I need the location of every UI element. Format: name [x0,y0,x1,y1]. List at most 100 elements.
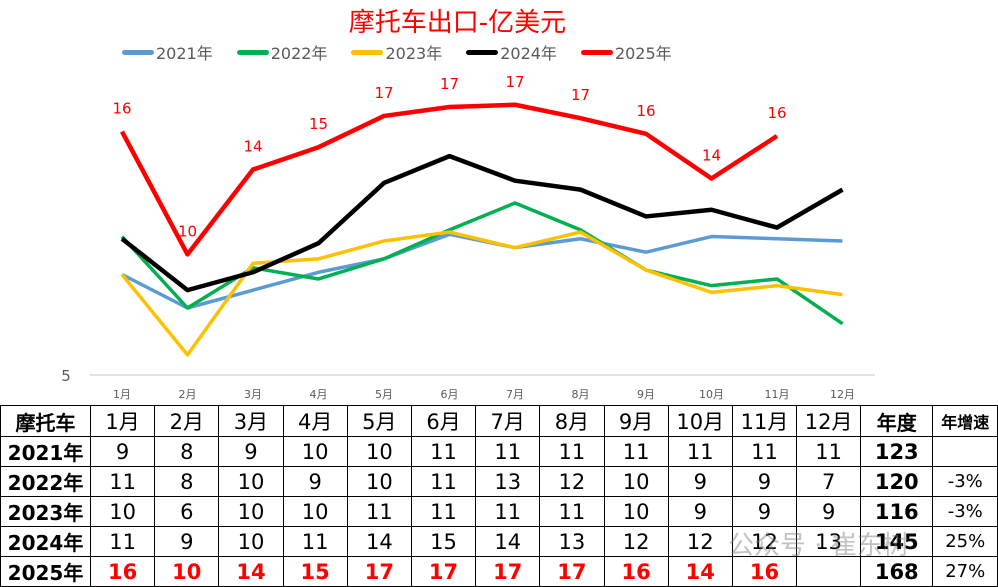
growth-cell [932,436,998,467]
table-cell: 12 [667,526,733,557]
table-cell: 9 [89,436,156,467]
row-header: 2024年 [0,526,91,557]
table-row: 2024年 11 9 10 11 14 15 14 13 12 12 12 13 145 25% [0,526,998,557]
table-cell: 9 [796,496,862,527]
table-cell: 16 [731,556,798,587]
data-label: 16 [767,104,786,122]
x-tick-label: 6月 [441,388,459,401]
table-cell: 10 [154,556,220,587]
legend-swatch [580,49,613,55]
series-line-2025年 [120,102,779,257]
x-tick-label: 8月 [572,388,590,401]
table-cell: 14 [667,556,733,587]
table-cell: 11 [475,436,541,467]
table-cell: 10 [218,466,284,497]
growth-cell: 25% [932,526,998,557]
table-cell: 11 [89,526,156,557]
column-header: 5月 [346,405,412,437]
legend: 2021年 2022年 2023年 2024年 2025年 [122,40,696,64]
data-table: 摩托车 1月 2月 3月 4月 5月 6月 7月 8月 9月 10月 11月 12月 年度 年增速 2021年… [0,405,998,587]
table-cell: 17 [475,556,541,587]
series-line-2024年 [120,153,844,293]
column-header: 11月 [731,405,798,437]
table-cell: 11 [539,436,605,467]
x-tick-label: 12月 [830,388,855,401]
y-tick-label: 5 [61,367,71,385]
table-cell: 10 [218,496,284,527]
data-label: 17 [505,73,524,91]
series-line-2022年 [120,201,844,326]
column-header: 4月 [282,405,348,437]
x-tick-label: 9月 [637,388,655,401]
growth-cell: -3% [932,496,998,527]
data-label: 14 [702,146,721,164]
column-header: 年增速 [932,405,998,437]
data-label: 17 [374,84,393,102]
legend-label: 2021年 [156,44,213,63]
column-header: 6月 [410,405,477,437]
legend-item: 2022年 [236,40,327,64]
table-cell: 10 [346,466,412,497]
table-cell: 11 [89,466,156,497]
table-row: 2021年 9 8 9 10 10 11 11 11 11 11 11 11 123 [0,436,998,467]
legend-label: 2024年 [500,44,557,63]
table-cell: 11 [346,496,412,527]
data-label: 17 [440,75,459,93]
table-row: 2023年 10 6 10 10 11 11 11 11 10 9 9 9 116 -3% [0,496,998,527]
table-corner: 摩托车 [0,405,91,437]
growth-cell: -3% [932,466,998,497]
table-cell: 15 [282,556,348,587]
legend-label: 2025年 [614,44,672,63]
data-label: 16 [636,102,655,120]
table-cell: 11 [731,436,798,467]
legend-swatch [236,49,269,55]
series-line-2023年 [120,230,843,357]
legend-item: 2023年 [351,40,442,64]
data-label: 15 [309,115,328,133]
table-cell: 9 [667,496,733,527]
table-cell: 10 [282,496,348,527]
data-label: 14 [243,138,262,156]
line-chart: 5 1月 2月 3月 4月 5月 6月 7月 8月 9月 10月 11月 12月 16 10 14 15 17 17… [61,73,875,401]
table-cell: 10 [218,526,284,557]
x-tick-label: 3月 [244,388,262,401]
total-cell: 120 [860,466,934,497]
x-tick-label: 2月 [179,388,197,401]
table-cell: 11 [410,466,477,497]
table-cell [796,556,862,587]
total-cell: 116 [860,496,934,527]
total-cell: 168 [860,556,934,587]
table-cell: 10 [603,496,669,527]
row-header: 2022年 [0,466,91,497]
table-cell: 9 [667,466,733,497]
data-label: 16 [112,100,131,118]
legend-item: 2021年 [122,40,213,64]
table-cell: 17 [346,556,412,587]
table-cell: 17 [410,556,477,587]
column-header: 1月 [89,405,156,437]
table-cell: 9 [282,466,348,497]
table-cell: 8 [154,436,220,467]
column-header: 8月 [539,405,605,437]
table-cell: 13 [475,466,541,497]
total-cell: 123 [860,436,934,467]
legend-swatch [466,49,499,55]
legend-swatch [122,49,154,55]
data-label: 10 [178,222,197,240]
table-cell: 11 [603,436,669,467]
column-header: 年度 [860,405,934,437]
chart-title: 摩托车出口-亿美元 [348,8,567,38]
table-cell: 8 [154,466,220,497]
row-header: 2025年 [0,556,91,587]
table-cell: 15 [410,526,477,557]
table-cell: 9 [154,526,220,557]
table-cell: 9 [731,466,798,497]
table-cell: 14 [475,526,541,557]
table-cell: 12 [539,466,605,497]
legend-item: 2024年 [466,40,557,64]
table-cell: 13 [796,526,862,557]
data-label: 17 [571,86,590,104]
legend-item: 2025年 [580,40,672,64]
column-header: 12月 [796,405,862,437]
table-cell: 13 [539,526,605,557]
